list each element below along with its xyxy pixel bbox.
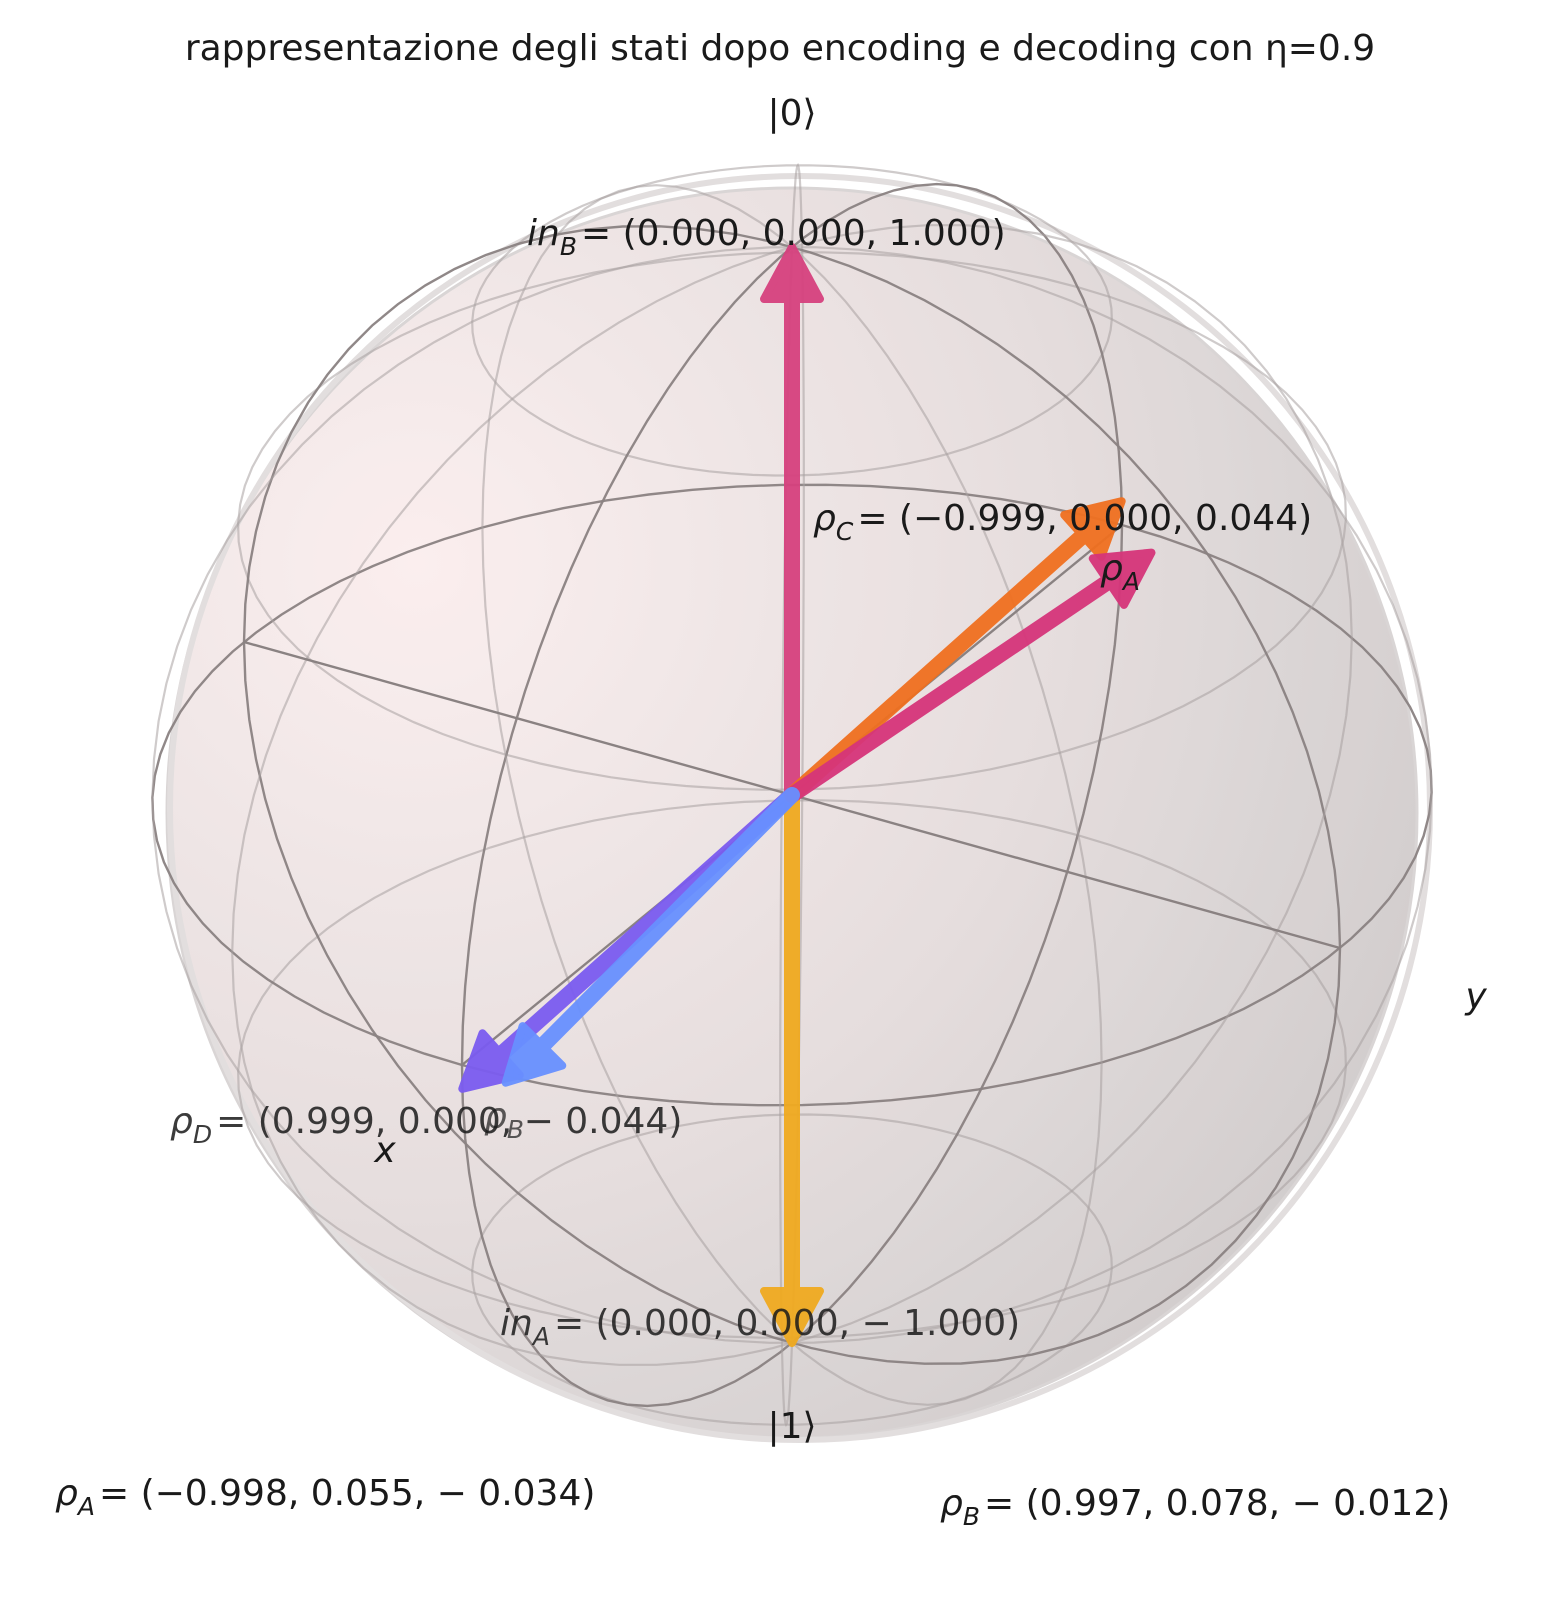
longitude-line (151, 246, 1433, 1344)
label-rho-b: ρB = (0.997, 0.078, − 0.012) (940, 1483, 1450, 1531)
vector-in-a (760, 787, 824, 1347)
longitude-line (231, 224, 1353, 1366)
vector-arrowhead (760, 1287, 824, 1347)
ket-zero-label: |0⟩ (767, 93, 816, 134)
vector-rho-c (784, 497, 1126, 803)
state-vectors (458, 243, 1156, 1347)
vector-in-b (760, 243, 824, 803)
label-in-a: inA = (0.000, 0.000, − 1.000) (500, 1303, 1020, 1351)
x-axis-label: x (373, 1130, 396, 1171)
label-rho-a-short: ρA (1100, 548, 1140, 596)
vector-rho-a (784, 548, 1156, 803)
label-rho-a: ρA = (−0.998, 0.055, − 0.034) (55, 1473, 595, 1521)
longitude-line (481, 184, 1103, 1406)
vector-arrowhead (501, 1022, 567, 1087)
vector-arrowhead (760, 243, 824, 303)
label-rho-d: ρD = (0.999, 0.000, − 0.044) (170, 1101, 682, 1149)
label-in-b: inB = (0.000, 0.000, 1.000) (527, 213, 1006, 261)
ket-one-label: |1⟩ (767, 1406, 816, 1447)
vector-shaft (784, 573, 1117, 803)
vector-arrowhead (1060, 497, 1126, 561)
vector-rho-b (501, 787, 800, 1087)
label-rho-b-short: ρB (484, 1096, 524, 1144)
vector-arrowhead (1088, 548, 1156, 609)
chart-title: rappresentazione degli stati dopo encodi… (185, 28, 1375, 69)
vector-shaft (534, 787, 800, 1054)
label-rho-c: ρC = (−0.999, 0.000, 0.044) (813, 498, 1312, 546)
y-axis-label: y (1464, 976, 1487, 1017)
vector-shaft (784, 527, 1091, 803)
